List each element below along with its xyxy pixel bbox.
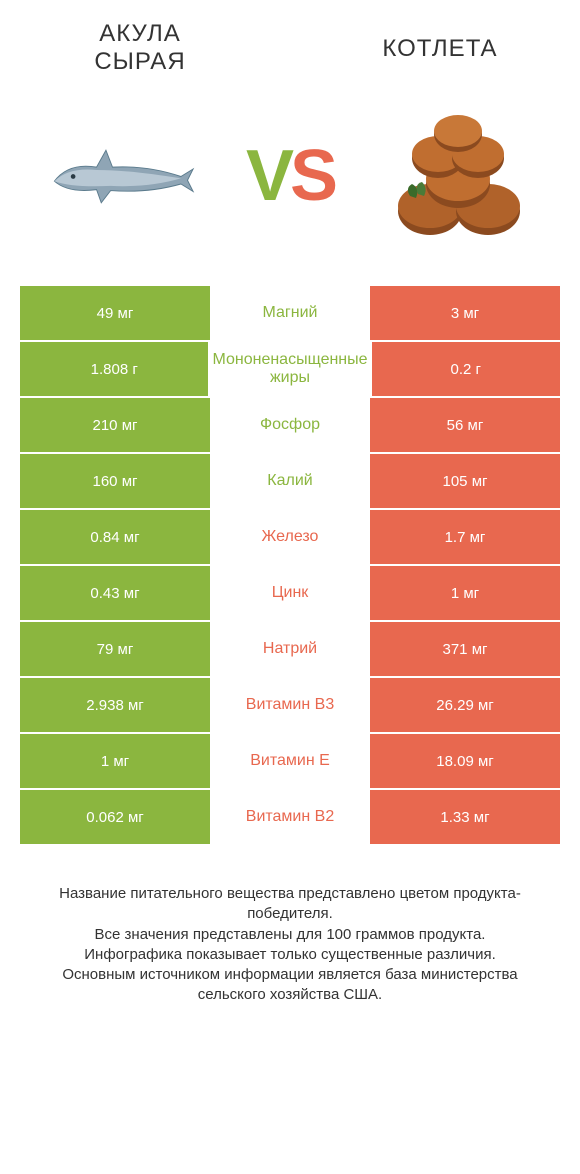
value-left: 49 мг (20, 286, 210, 340)
vs-v: V (246, 136, 290, 216)
title-right: КОТЛЕТА (290, 20, 550, 76)
nutrient-label: Калий (210, 454, 370, 508)
cutlet-icon (380, 96, 540, 256)
value-right: 1 мг (370, 566, 560, 620)
value-right: 26.29 мг (370, 678, 560, 732)
table-row: 0.062 мгВитамин B21.33 мг (20, 790, 560, 844)
value-left: 0.43 мг (20, 566, 210, 620)
table-row: 0.43 мгЦинк1 мг (20, 566, 560, 620)
value-left: 1.808 г (20, 342, 208, 396)
value-right: 3 мг (370, 286, 560, 340)
table-row: 160 мгКалий105 мг (20, 454, 560, 508)
nutrient-label: Мононенасыщенные жиры (208, 342, 371, 396)
table-row: 49 мгМагний3 мг (20, 286, 560, 340)
footnote: Название питательного вещества представл… (0, 846, 580, 1006)
table-row: 0.84 мгЖелезо1.7 мг (20, 510, 560, 564)
vs-s: S (290, 136, 334, 216)
vs-label: VS (246, 135, 334, 217)
value-right: 1.7 мг (370, 510, 560, 564)
title-left-line1: АКУЛА (30, 20, 250, 48)
value-right: 0.2 г (372, 342, 560, 396)
table-row: 1.808 гМононенасыщенные жиры0.2 г (20, 342, 560, 396)
value-right: 105 мг (370, 454, 560, 508)
value-left: 1 мг (20, 734, 210, 788)
title-left: АКУЛА СЫРАЯ (30, 20, 290, 76)
footnote-line: Инфографика показывает только существенн… (30, 945, 550, 965)
footnote-line: Основным источником информации является … (30, 965, 550, 1006)
nutrient-label: Цинк (210, 566, 370, 620)
footnote-line: Все значения представлены для 100 граммо… (30, 925, 550, 945)
value-left: 160 мг (20, 454, 210, 508)
value-left: 0.062 мг (20, 790, 210, 844)
nutrient-label: Витамин B3 (210, 678, 370, 732)
nutrient-label: Витамин B2 (210, 790, 370, 844)
value-right: 1.33 мг (370, 790, 560, 844)
nutrient-label: Магний (210, 286, 370, 340)
title-left-line2: СЫРАЯ (30, 48, 250, 76)
table-row: 210 мгФосфор56 мг (20, 398, 560, 452)
comparison-table: 49 мгМагний3 мг1.808 гМононенасыщенные ж… (0, 286, 580, 844)
value-right: 56 мг (370, 398, 560, 452)
value-left: 0.84 мг (20, 510, 210, 564)
footnote-line: Название питательного вещества представл… (30, 884, 550, 925)
nutrient-label: Витамин E (210, 734, 370, 788)
value-left: 2.938 мг (20, 678, 210, 732)
header: АКУЛА СЫРАЯ КОТЛЕТА (0, 0, 580, 86)
value-right: 18.09 мг (370, 734, 560, 788)
table-row: 2.938 мгВитамин B326.29 мг (20, 678, 560, 732)
nutrient-label: Железо (210, 510, 370, 564)
table-row: 1 мгВитамин E18.09 мг (20, 734, 560, 788)
shark-icon (40, 96, 200, 256)
nutrient-label: Натрий (210, 622, 370, 676)
vs-section: VS (0, 86, 580, 286)
table-row: 79 мгНатрий371 мг (20, 622, 560, 676)
value-left: 210 мг (20, 398, 210, 452)
nutrient-label: Фосфор (210, 398, 370, 452)
value-left: 79 мг (20, 622, 210, 676)
value-right: 371 мг (370, 622, 560, 676)
